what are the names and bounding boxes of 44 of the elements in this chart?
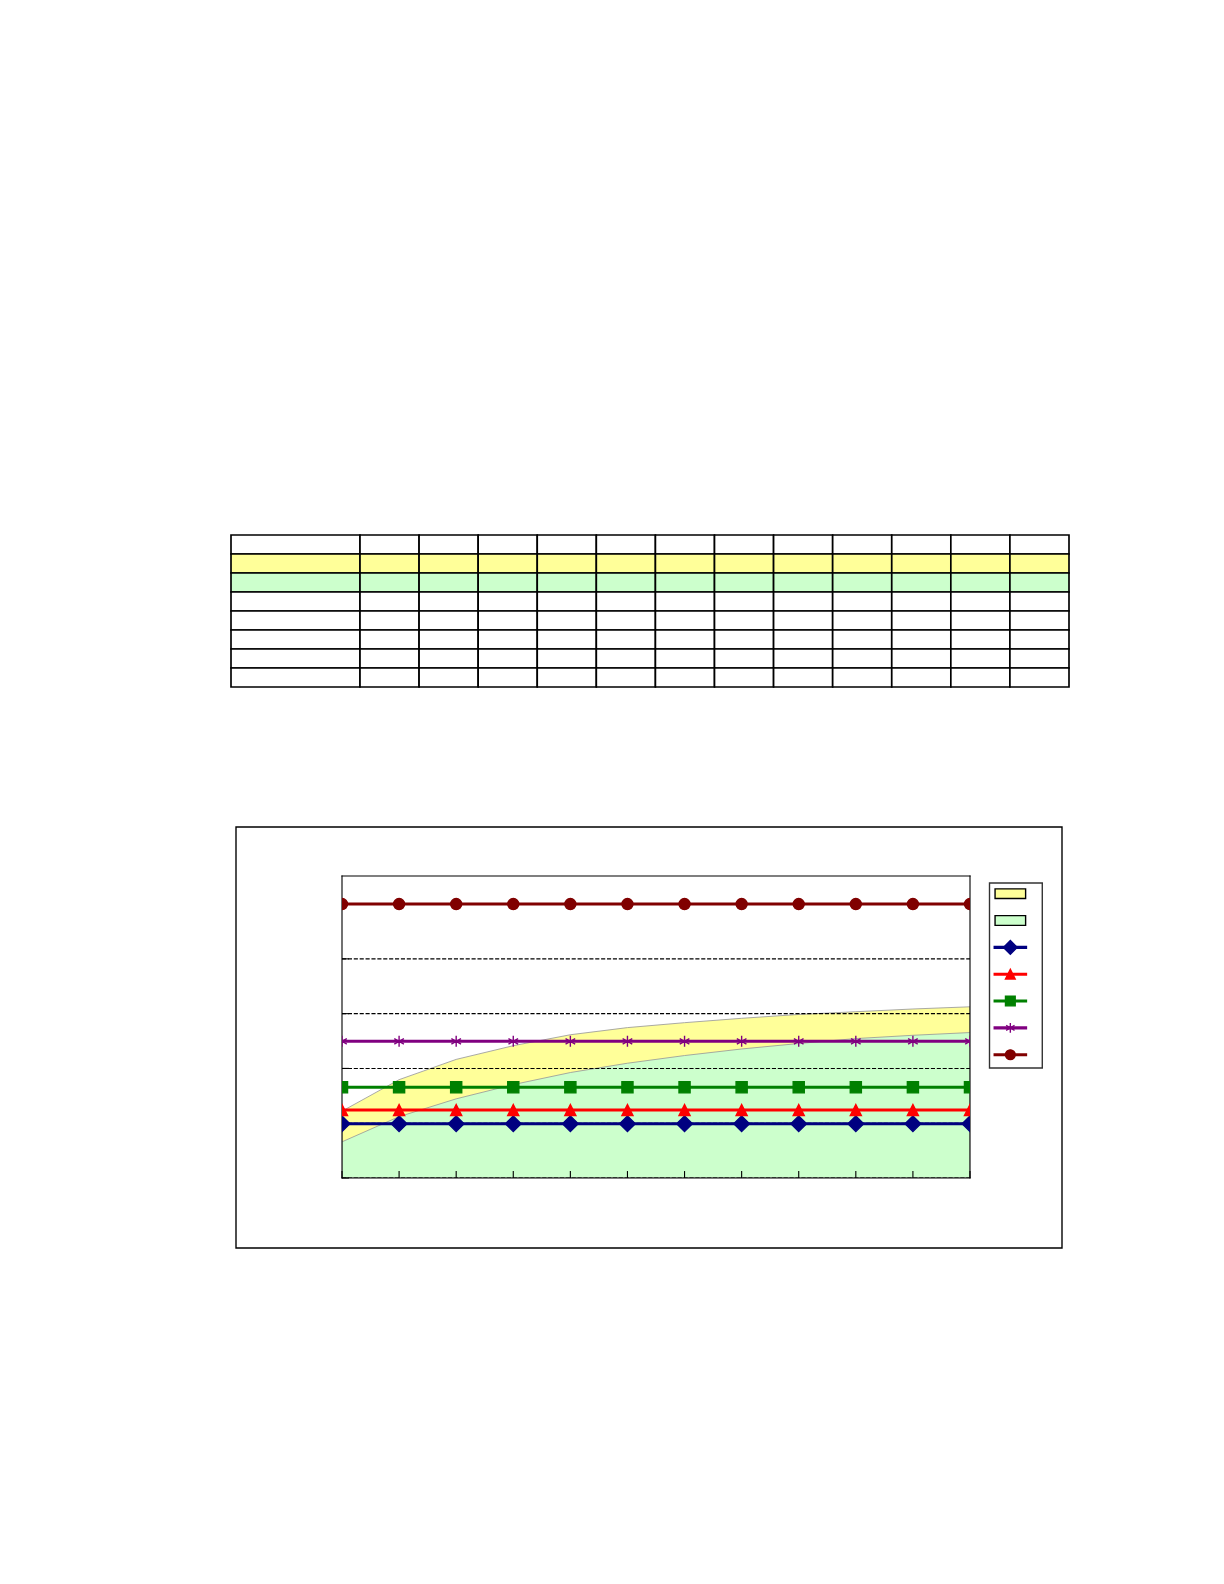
point xyxy=(847,1115,865,1133)
point xyxy=(906,1103,920,1117)
point xyxy=(904,1115,922,1133)
point xyxy=(792,1081,805,1094)
point xyxy=(906,897,920,911)
point xyxy=(447,1115,465,1133)
point xyxy=(906,1081,920,1094)
point xyxy=(733,1115,751,1133)
point xyxy=(564,897,577,911)
point xyxy=(849,1081,863,1094)
point xyxy=(392,1103,406,1117)
point xyxy=(450,1035,462,1048)
point xyxy=(507,1103,520,1117)
point xyxy=(792,897,805,911)
point xyxy=(678,1103,691,1117)
point xyxy=(390,1115,408,1133)
point xyxy=(449,1103,463,1117)
point xyxy=(449,1081,463,1094)
point xyxy=(449,897,463,911)
point xyxy=(790,1115,808,1133)
point xyxy=(392,897,406,911)
point xyxy=(507,1081,520,1094)
point xyxy=(849,1103,863,1117)
point xyxy=(735,1103,748,1117)
point xyxy=(675,1115,694,1133)
point xyxy=(621,897,634,911)
point xyxy=(507,897,520,911)
point xyxy=(392,1081,406,1094)
point xyxy=(618,1115,637,1133)
point xyxy=(564,1081,577,1094)
point xyxy=(621,1103,634,1117)
point xyxy=(850,1035,862,1048)
point xyxy=(735,1081,748,1094)
point xyxy=(393,1035,405,1048)
point xyxy=(504,1115,522,1133)
point xyxy=(735,897,748,911)
point xyxy=(849,897,863,911)
point xyxy=(678,1081,691,1094)
point xyxy=(564,1103,577,1117)
point xyxy=(792,1103,805,1117)
point xyxy=(561,1115,579,1133)
point xyxy=(621,1081,634,1094)
point xyxy=(678,897,691,911)
point xyxy=(907,1035,919,1048)
